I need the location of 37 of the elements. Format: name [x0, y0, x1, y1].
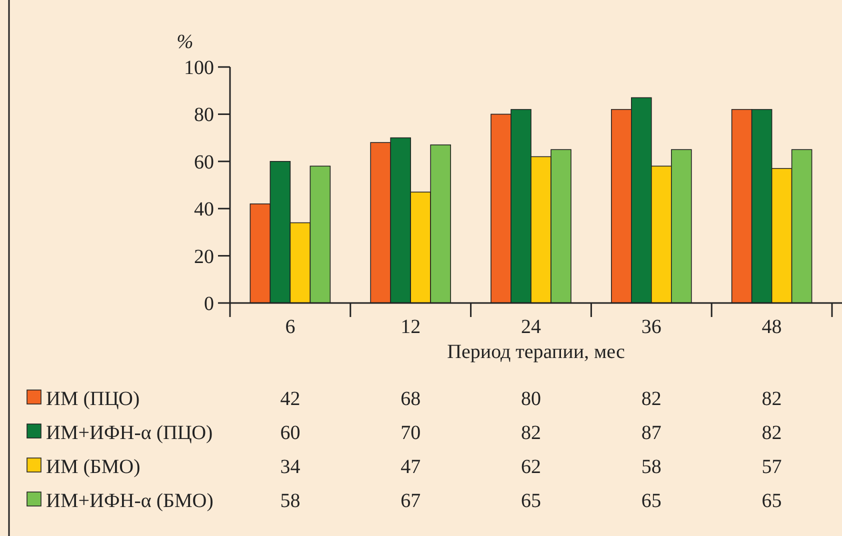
- y-tick-label: 100: [184, 57, 214, 79]
- data-label: 34: [280, 456, 300, 478]
- data-label: 58: [280, 490, 300, 512]
- data-label: 82: [641, 388, 662, 410]
- data-label: 62: [521, 456, 541, 478]
- data-label: 82: [762, 388, 782, 410]
- y-tick-label: 0: [204, 293, 214, 315]
- legend-label: ИМ (БМО): [46, 456, 140, 478]
- data-label: 68: [400, 388, 421, 410]
- data-label: 80: [521, 388, 541, 410]
- x-tick-label: 6: [285, 316, 296, 338]
- x-tick-label: 36: [641, 316, 662, 338]
- data-label: 42: [280, 388, 300, 410]
- data-label: 82: [521, 422, 541, 444]
- y-tick-label: 80: [194, 104, 214, 126]
- legend-label: ИМ+ИФН-α (ПЦО): [46, 422, 213, 444]
- x-axis-title: Период терапии, мес: [447, 341, 626, 363]
- legend-label: ИМ (ПЦО): [46, 388, 140, 410]
- x-tick-label: 12: [400, 316, 421, 338]
- data-label: 87: [641, 422, 662, 444]
- data-label: 70: [400, 422, 421, 444]
- data-label: 65: [521, 490, 541, 512]
- data-label: 60: [280, 422, 300, 444]
- y-tick-label: 40: [194, 198, 214, 221]
- legend-label: ИМ+ИФН-α (БМО): [46, 490, 214, 512]
- x-tick-label: 48: [762, 316, 782, 338]
- y-tick-label: 20: [194, 246, 214, 268]
- y-tick-label: 60: [194, 151, 214, 174]
- data-label: 57: [762, 456, 782, 478]
- data-label: 82: [762, 422, 782, 444]
- data-label: 65: [641, 490, 662, 512]
- data-label: 67: [400, 490, 421, 512]
- x-tick-label: 24: [521, 316, 541, 338]
- y-axis-title: %: [176, 31, 194, 53]
- data-label: 58: [641, 456, 662, 478]
- data-label: 65: [762, 490, 782, 512]
- data-label: 47: [400, 456, 421, 478]
